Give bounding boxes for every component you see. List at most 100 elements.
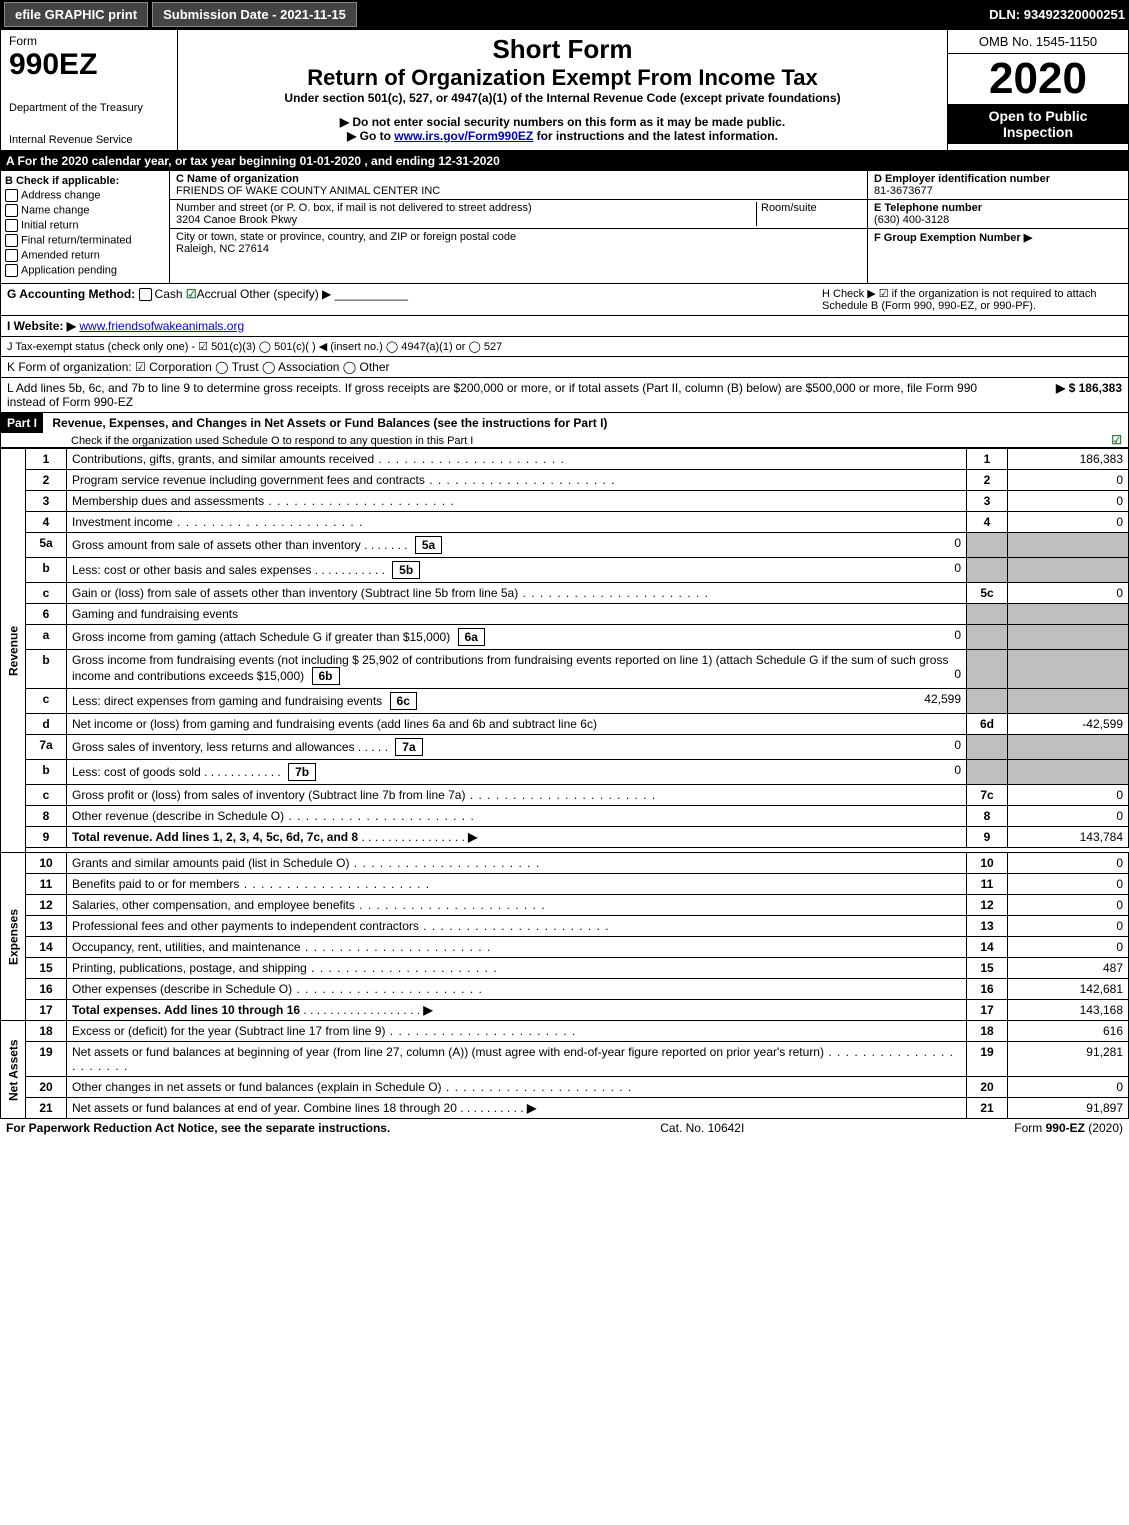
row-14-idx: 14 [967,937,1008,958]
row-6d-amt: -42,599 [1008,714,1129,735]
d-label: D Employer identification number [874,173,1050,185]
row-16-amt: 142,681 [1008,979,1129,1000]
row-19-amt: 91,281 [1008,1042,1129,1077]
row-7b-num: b [26,760,67,785]
row-6-num: 6 [26,604,67,625]
part1-check: ☑ [1111,433,1128,447]
irs-link[interactable]: www.irs.gov/Form990EZ [394,129,533,143]
row-5a-desc: Gross amount from sale of assets other t… [67,533,967,558]
sub-7a: 7a [395,738,422,756]
checkbox-final-return[interactable] [5,234,18,247]
row-12-amt: 0 [1008,895,1129,916]
row-15-amt: 487 [1008,958,1129,979]
line-j: J Tax-exempt status (check only one) - ☑… [0,337,1129,357]
row-16-desc: Other expenses (describe in Schedule O) [67,979,967,1000]
row-14-num: 14 [26,937,67,958]
row-2-amt: 0 [1008,470,1129,491]
row-21-num: 21 [26,1098,67,1119]
sub-6b: 6b [312,667,340,685]
row-1-desc: Contributions, gifts, grants, and simila… [67,449,967,470]
header-right: OMB No. 1545-1150 2020 Open to Public In… [947,30,1128,150]
dln-label: DLN: 93492320000251 [989,7,1125,22]
row-4-num: 4 [26,512,67,533]
checkbox-amended-return[interactable] [5,249,18,262]
row-5b-num: b [26,558,67,583]
checkbox-application-pending[interactable] [5,264,18,277]
page-footer: For Paperwork Reduction Act Notice, see … [0,1119,1129,1137]
ssn-warning: ▶ Do not enter social security numbers o… [182,115,943,129]
row-9-amt: 143,784 [1008,827,1129,848]
row-15-idx: 15 [967,958,1008,979]
ein-value: 81-3673677 [874,185,933,197]
cash-label: Cash [155,287,183,301]
form-label: Form [9,34,169,48]
checkbox-name-change[interactable] [5,204,18,217]
sub-5b: 5b [392,561,420,579]
row-6b-desc: Gross income from fundraising events (no… [67,650,967,689]
row-17-num: 17 [26,1000,67,1021]
checkbox-address-change[interactable] [5,189,18,202]
row-6a-desc: Gross income from gaming (attach Schedul… [67,625,967,650]
row-13-amt: 0 [1008,916,1129,937]
row-16-idx: 16 [967,979,1008,1000]
sub-6a: 6a [458,628,485,646]
g-label: G Accounting Method: [7,287,135,301]
phone-value: (630) 400-3128 [874,214,949,226]
row-6-amt [1008,604,1129,625]
row-6d-desc: Net income or (loss) from gaming and fun… [67,714,967,735]
other-specify-label: Other (specify) ▶ [240,287,331,301]
line-a: A For the 2020 calendar year, or tax yea… [0,151,1129,171]
row-3-idx: 3 [967,491,1008,512]
row-1-amt: 186,383 [1008,449,1129,470]
sub-5a: 5a [415,536,442,554]
sub-6c-amt: 42,599 [841,692,961,706]
website-link[interactable]: www.friendsofwakeanimals.org [79,319,244,333]
row-4-desc: Investment income [67,512,967,533]
goto-instructions: ▶ Go to www.irs.gov/Form990EZ for instru… [182,129,943,143]
section-c: C Name of organization FRIENDS OF WAKE C… [170,171,867,283]
initial-return-label: Initial return [21,219,78,231]
row-5a-num: 5a [26,533,67,558]
line-l: L Add lines 5b, 6c, and 7b to line 9 to … [0,378,1129,413]
row-18-desc: Excess or (deficit) for the year (Subtra… [67,1021,967,1042]
checkbox-accrual-checked[interactable]: ☑ [186,287,197,301]
line-i: I Website: ▶ www.friendsofwakeanimals.or… [0,316,1129,337]
final-return-label: Final return/terminated [21,234,132,246]
row-6c-idx [967,689,1008,714]
part1-heading: Revenue, Expenses, and Changes in Net As… [52,416,607,430]
row-7c-num: c [26,785,67,806]
row-5c-idx: 5c [967,583,1008,604]
row-5c-amt: 0 [1008,583,1129,604]
f-label: F Group Exemption Number ▶ [874,232,1032,244]
row-13-num: 13 [26,916,67,937]
row-6a-num: a [26,625,67,650]
row-7c-desc: Gross profit or (loss) from sales of inv… [67,785,967,806]
row-7a-num: 7a [26,735,67,760]
row-3-desc: Membership dues and assessments [67,491,967,512]
row-6b-amt [1008,650,1129,689]
part1-table: Revenue 1 Contributions, gifts, grants, … [0,448,1129,1119]
row-6d-num: d [26,714,67,735]
checkbox-initial-return[interactable] [5,219,18,232]
row-5c-num: c [26,583,67,604]
row-8-desc: Other revenue (describe in Schedule O) [67,806,967,827]
arrow-icon: ▶ [527,1101,536,1115]
revenue-section-label: Revenue [1,449,26,853]
b-label: B Check if applicable: [5,175,165,187]
checkbox-cash[interactable] [139,288,152,301]
efile-print-button[interactable]: efile GRAPHIC print [4,2,148,27]
row-20-idx: 20 [967,1077,1008,1098]
sub-6c: 6c [390,692,417,710]
row-4-idx: 4 [967,512,1008,533]
row-11-amt: 0 [1008,874,1129,895]
sub-5a-amt: 0 [841,536,961,550]
e-label: E Telephone number [874,202,982,214]
submission-date-button[interactable]: Submission Date - 2021-11-15 [152,2,357,27]
row-17-amt: 143,168 [1008,1000,1129,1021]
expenses-section-label: Expenses [1,853,26,1021]
sub-6b-amt: 0 [841,667,961,681]
row-7b-idx [967,760,1008,785]
city-value: Raleigh, NC 27614 [176,243,269,255]
row-9-num: 9 [26,827,67,848]
row-20-desc: Other changes in net assets or fund bala… [67,1077,967,1098]
